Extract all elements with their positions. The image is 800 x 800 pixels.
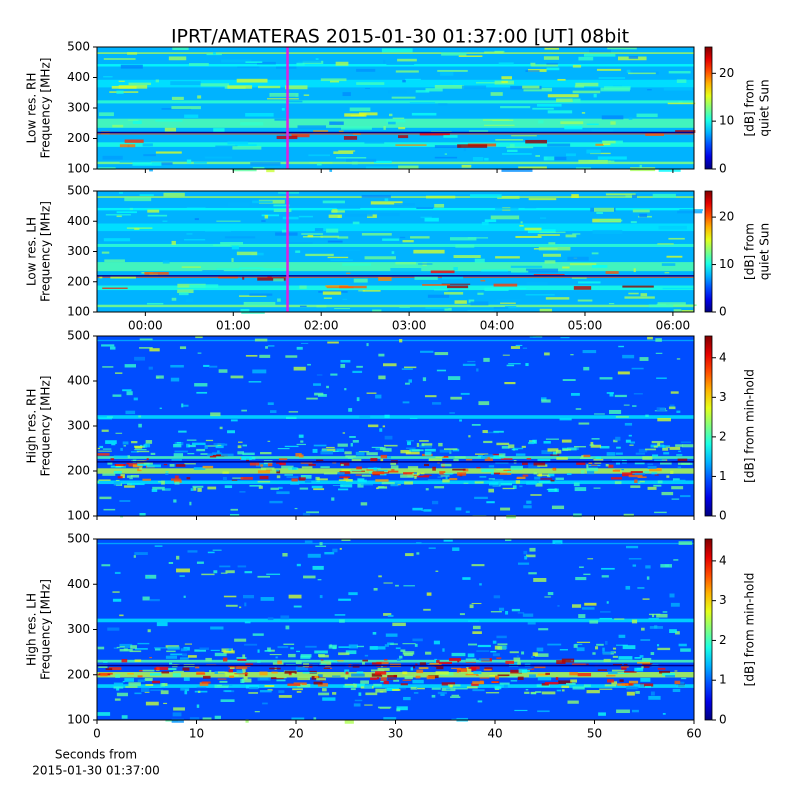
x-tick-label: 20 — [288, 727, 303, 741]
y-tick-label: 400 — [67, 577, 90, 591]
x-tick-label: 00:00 — [128, 319, 163, 333]
y-tick-label: 500 — [67, 532, 90, 546]
colorbar-label: [dB] from min-hold — [743, 369, 757, 483]
y-tick-label: 300 — [67, 244, 90, 258]
y-tick-label: 200 — [67, 274, 90, 288]
x-tick-label: 40 — [487, 727, 502, 741]
y-axis-label: High res. LH — [25, 593, 39, 666]
spectrogram-image — [97, 539, 694, 724]
colorbar — [704, 335, 713, 517]
colorbar-tick-label: 0 — [719, 509, 727, 523]
colorbar-label: quiet Sun — [758, 79, 772, 136]
x-tick-label: 10 — [189, 727, 204, 741]
y-tick-label: 100 — [67, 713, 90, 727]
y-tick-label: 200 — [67, 131, 90, 145]
y-tick-label: 200 — [67, 464, 90, 478]
spectrogram-image — [97, 336, 694, 519]
y-tick-label: 100 — [67, 305, 90, 319]
x-tick-label: 01:00 — [216, 319, 251, 333]
y-axis-label: Frequency [MHz] — [39, 58, 53, 159]
y-axis-label: Low res. RH — [25, 73, 39, 144]
x-tick-label: 06:00 — [656, 319, 691, 333]
x-tick-label: 05:00 — [568, 319, 603, 333]
y-tick-label: 500 — [67, 329, 90, 343]
spectrogram-image — [97, 47, 696, 173]
y-axis-label: Frequency [MHz] — [39, 579, 53, 680]
y-tick-label: 400 — [67, 214, 90, 228]
x-tick-label: 30 — [388, 727, 403, 741]
colorbar-label: quiet Sun — [758, 223, 772, 280]
colorbar-tick-label: 2 — [719, 429, 727, 443]
colorbar-tick-label: 1 — [719, 469, 727, 483]
y-axis-label: High res. RH — [25, 389, 39, 464]
y-tick-label: 300 — [67, 622, 90, 636]
y-tick-label: 300 — [67, 419, 90, 433]
y-tick-label: 400 — [67, 70, 90, 84]
colorbar-tick-label: 2 — [719, 633, 727, 647]
x-tick-label: 50 — [587, 727, 602, 741]
colorbar — [704, 46, 713, 170]
y-axis-label: Frequency [MHz] — [39, 376, 53, 477]
x-tick-label: 04:00 — [480, 319, 515, 333]
y-tick-label: 100 — [67, 509, 90, 523]
y-tick-label: 300 — [67, 101, 90, 115]
colorbar-tick-label: 10 — [719, 257, 734, 271]
colorbar-tick-label: 0 — [719, 162, 727, 176]
colorbar-tick-label: 4 — [719, 350, 727, 364]
colorbar-tick-label: 20 — [719, 210, 734, 224]
y-tick-label: 500 — [67, 184, 90, 198]
x-axis-label: Seconds from — [55, 748, 137, 762]
y-tick-label: 100 — [67, 162, 90, 176]
colorbar-tick-label: 4 — [719, 553, 727, 567]
y-axis-label: Frequency [MHz] — [39, 201, 53, 302]
x-tick-label: 0 — [93, 727, 101, 741]
colorbar — [704, 190, 713, 313]
colorbar-label: [dB] from min-hold — [743, 573, 757, 687]
y-tick-label: 500 — [67, 40, 90, 54]
x-axis-label: 2015-01-30 01:37:00 — [32, 764, 159, 778]
spectrogram-image — [97, 191, 703, 314]
y-tick-label: 200 — [67, 667, 90, 681]
colorbar-tick-label: 10 — [719, 114, 734, 128]
colorbar-tick-label: 3 — [719, 390, 727, 404]
y-axis-label: Low res. LH — [25, 217, 39, 286]
colorbar-tick-label: 1 — [719, 673, 727, 687]
x-tick-label: 03:00 — [392, 319, 427, 333]
colorbar — [704, 538, 713, 721]
colorbar-tick-label: 20 — [719, 66, 734, 80]
colorbar-label: [dB] from — [743, 80, 757, 137]
colorbar-tick-label: 0 — [719, 713, 727, 727]
colorbar-tick-label: 0 — [719, 305, 727, 319]
x-tick-label: 02:00 — [304, 319, 339, 333]
y-tick-label: 400 — [67, 374, 90, 388]
figure-title: IPRT/AMATERAS 2015-01-30 01:37:00 [UT] 0… — [171, 26, 629, 48]
x-tick-label: 60 — [686, 727, 701, 741]
colorbar-label: [dB] from — [743, 223, 757, 280]
colorbar-tick-label: 3 — [719, 593, 727, 607]
